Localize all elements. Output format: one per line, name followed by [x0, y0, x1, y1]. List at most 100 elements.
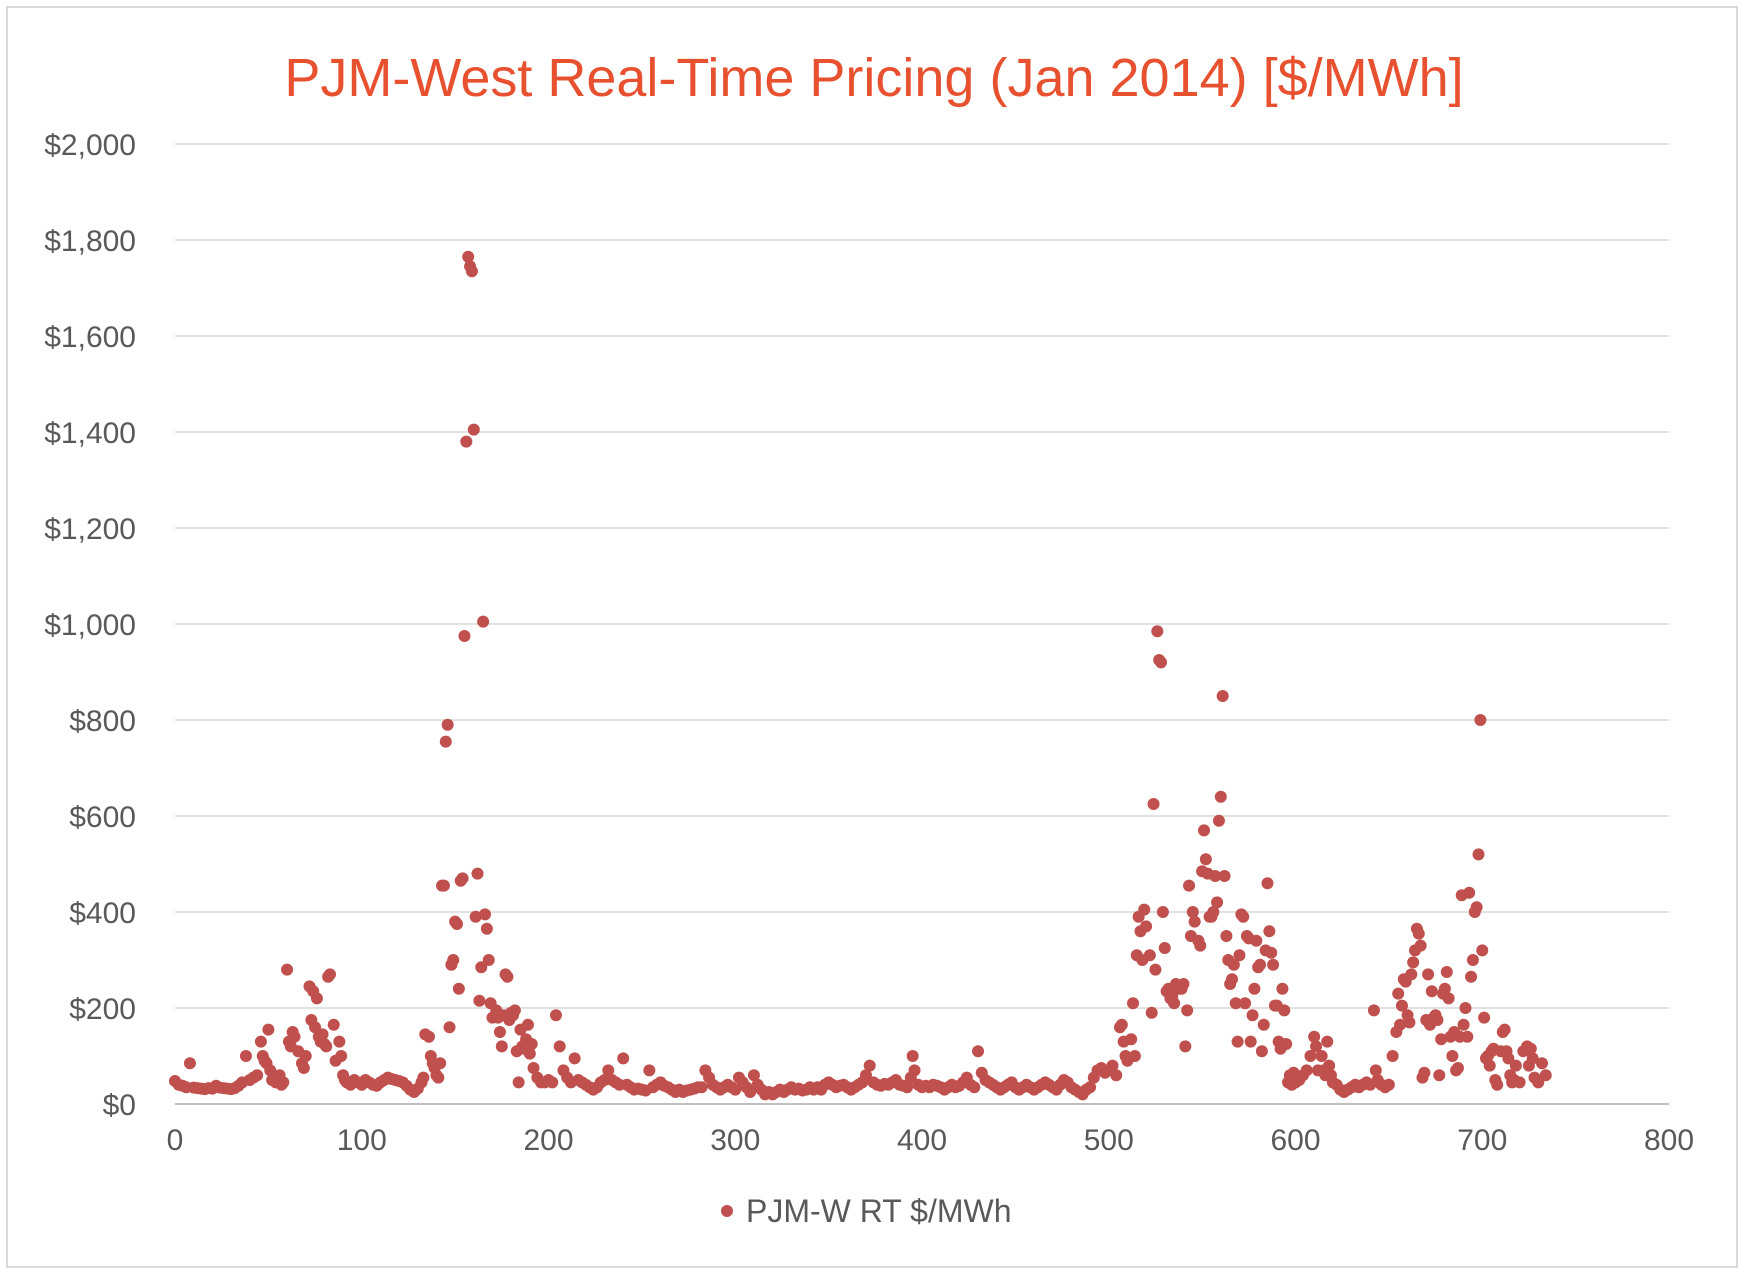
y-tick-label: $800 [69, 705, 136, 738]
data-point [512, 1076, 525, 1089]
data-point [1155, 656, 1168, 669]
y-axis-tick-labels: $0 $200 $400 $600 $800 $1,000 $1,200 $1,400 $1,6… [44, 129, 136, 1122]
gridlines [175, 143, 1669, 1105]
data-point [1207, 906, 1220, 918]
data-point [1405, 968, 1418, 981]
scatter-chart: PJM-West Real-Time Pricing (Jan 2014) [$… [44, 48, 1694, 1229]
x-tick-label: 0 [167, 1124, 184, 1157]
data-point [1382, 1078, 1395, 1091]
data-point [417, 1071, 430, 1084]
data-point [434, 1057, 447, 1070]
y-tick-label: $1,800 [44, 225, 136, 258]
data-point [450, 918, 463, 930]
data-point [1181, 1004, 1194, 1017]
data-point [447, 954, 460, 966]
data-point [299, 1050, 312, 1062]
data-point [1386, 1050, 1399, 1062]
data-point [1145, 1006, 1158, 1019]
legend-label: PJM-W RT $/MWh [746, 1193, 1011, 1229]
data-point [480, 922, 493, 935]
data-point [1478, 1011, 1491, 1024]
data-point [1250, 934, 1263, 947]
y-tick-label: $1,000 [44, 609, 136, 642]
data-point [1220, 930, 1233, 942]
data-point [183, 1057, 196, 1070]
data-point [1300, 1064, 1313, 1077]
data-point [1461, 1030, 1474, 1043]
data-point [1446, 1050, 1459, 1062]
data-point [1212, 814, 1225, 827]
data-point [1524, 1042, 1537, 1055]
data-point [473, 994, 486, 1007]
data-point [1255, 1045, 1268, 1058]
data-point [1491, 1078, 1504, 1091]
data-point [1403, 1016, 1416, 1029]
data-point [1209, 870, 1222, 882]
x-tick-label: 800 [1644, 1124, 1694, 1157]
data-point [288, 1030, 301, 1043]
y-tick-label: $1,600 [44, 321, 136, 354]
data-point [568, 1052, 581, 1065]
data-point [508, 1004, 521, 1017]
data-point [422, 1030, 435, 1043]
x-tick-label: 300 [710, 1124, 760, 1157]
data-point [1263, 925, 1276, 938]
data-point [460, 435, 473, 448]
data-point [1483, 1059, 1496, 1072]
data-point [1472, 848, 1485, 861]
data-point [643, 1064, 656, 1077]
data-point [1229, 997, 1242, 1010]
legend: PJM-W RT $/MWh [721, 1193, 1011, 1229]
data-point [1127, 997, 1140, 1010]
x-tick-label: 700 [1457, 1124, 1507, 1157]
data-point [458, 630, 471, 642]
data-point [1513, 1076, 1526, 1089]
data-point [1433, 1069, 1446, 1082]
data-point [297, 1062, 310, 1074]
data-point [1466, 954, 1479, 966]
data-point [333, 1035, 346, 1048]
data-point [747, 1069, 760, 1082]
data-point [602, 1064, 615, 1077]
y-tick-label: $400 [69, 897, 136, 930]
data-point [1470, 901, 1483, 914]
data-point [1257, 1018, 1270, 1031]
data-point [493, 1026, 506, 1038]
y-tick-label: $2,000 [44, 129, 136, 162]
y-tick-label: $600 [69, 801, 136, 834]
data-point [744, 1086, 757, 1098]
data-point [277, 1076, 290, 1089]
data-point [1459, 1002, 1472, 1014]
x-tick-label: 600 [1270, 1124, 1320, 1157]
data-point [1194, 939, 1207, 952]
data-point [1465, 970, 1478, 983]
data-point [1532, 1076, 1545, 1089]
data-point [1231, 1035, 1244, 1048]
data-point [1106, 1059, 1119, 1072]
data-point [1315, 1050, 1328, 1062]
data-point [281, 963, 294, 976]
data-point [1476, 944, 1489, 957]
data-point [1431, 1014, 1444, 1026]
data-point [1442, 992, 1455, 1005]
data-point [968, 1081, 981, 1094]
data-point [527, 1062, 540, 1074]
data-point [264, 1064, 277, 1077]
data-point [1177, 978, 1190, 990]
data-point [521, 1018, 534, 1031]
data-point [1140, 920, 1153, 933]
legend-marker [721, 1205, 733, 1217]
data-point [1115, 1018, 1128, 1031]
data-point [1248, 982, 1261, 995]
data-point [863, 1059, 876, 1072]
data-point [1188, 915, 1201, 928]
data-point [1149, 963, 1162, 976]
data-point [1158, 942, 1171, 954]
data-point [1226, 973, 1239, 986]
data-point [1128, 1050, 1141, 1062]
data-point [469, 910, 482, 923]
data-point [1237, 910, 1250, 923]
data-point [908, 1064, 921, 1077]
data-point [1474, 714, 1487, 726]
y-tick-label: $0 [103, 1089, 136, 1122]
